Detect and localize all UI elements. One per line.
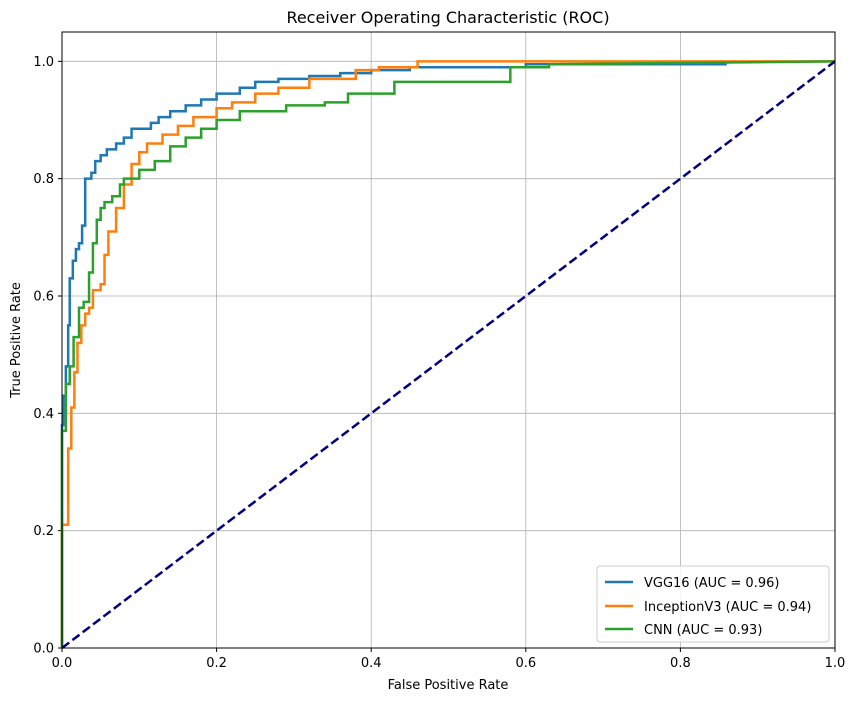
x-tick-label: 0.0 <box>52 656 73 671</box>
legend-label-cnn: CNN (AUC = 0.93) <box>644 623 762 638</box>
y-tick-label: 0.6 <box>33 290 54 305</box>
y-tick-label: 0.0 <box>33 642 54 657</box>
roc-line-vgg16 <box>60 63 727 648</box>
roc-line-cnn <box>60 60 836 648</box>
legend-label-inceptionv3: InceptionV3 (AUC = 0.94) <box>644 600 811 615</box>
x-tick-label: 0.8 <box>670 656 691 671</box>
roc-line-inceptionv3 <box>60 60 835 648</box>
axes-frame <box>61 31 836 649</box>
chart-title: Receiver Operating Characteristic (ROC) <box>286 8 609 27</box>
x-tick-label: 0.2 <box>206 656 227 671</box>
legend: VGG16 (AUC = 0.96) InceptionV3 (AUC = 0.… <box>596 565 830 643</box>
series-layer <box>60 60 836 649</box>
y-tick-label: 0.2 <box>33 524 54 539</box>
grid-lines <box>61 32 836 649</box>
x-axis-label: False Positive Rate <box>388 678 509 693</box>
x-tick-label: 0.6 <box>515 656 536 671</box>
y-axis-label: True Positive Rate <box>9 282 24 399</box>
chance-diagonal-line <box>61 60 836 649</box>
x-tick-label: 0.4 <box>361 656 382 671</box>
legend-label-vgg16: VGG16 (AUC = 0.96) <box>644 576 779 591</box>
x-tick-label: 1.0 <box>825 656 846 671</box>
y-tick-label: 0.4 <box>33 407 54 422</box>
y-tick-label: 1.0 <box>33 55 54 70</box>
y-tick-label: 0.8 <box>33 172 54 187</box>
legend-box <box>596 565 830 643</box>
axis-ticks: 0.0 0.2 0.4 0.6 0.8 1.0 0.0 0.2 0.4 0.6 0.8 1.0 <box>33 55 845 671</box>
plot-area <box>60 60 836 649</box>
